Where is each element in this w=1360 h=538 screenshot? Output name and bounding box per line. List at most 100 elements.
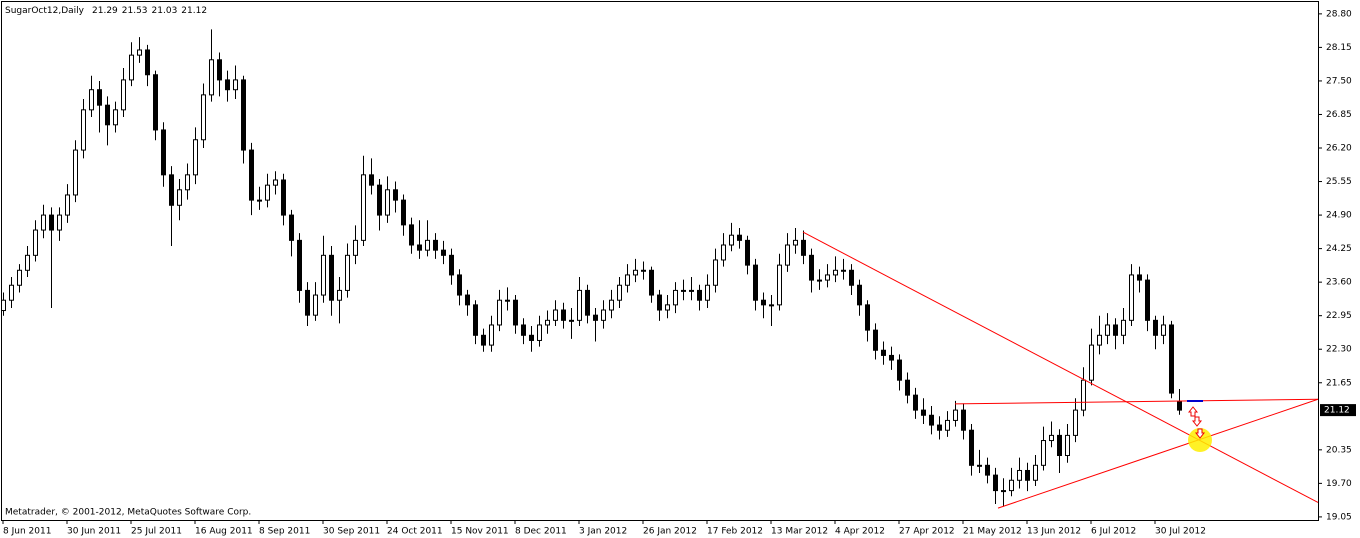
- candle-body: [145, 49, 150, 76]
- candle-body: [177, 189, 182, 206]
- candle-body: [361, 174, 366, 241]
- candle-body: [1105, 324, 1110, 336]
- candle-body: [369, 174, 374, 186]
- y-tick-label: 19.05: [1326, 512, 1352, 522]
- candle-body: [537, 324, 542, 341]
- candle-body: [937, 424, 942, 431]
- candle-body: [73, 149, 78, 196]
- candle-body: [625, 274, 630, 286]
- candle-body: [649, 269, 654, 296]
- candle-body: [1049, 434, 1054, 442]
- candle-body: [809, 254, 814, 281]
- candle-body: [497, 299, 502, 326]
- candle-body: [193, 139, 198, 176]
- x-tick-label: 16 Aug 2011: [195, 527, 253, 537]
- candle-body: [465, 294, 470, 306]
- highlight-circle: [1188, 428, 1212, 452]
- x-tick-label: 21 May 2012: [963, 527, 1022, 537]
- candle-body: [785, 244, 790, 266]
- candle-body: [1121, 319, 1126, 336]
- candle-body: [1161, 324, 1166, 336]
- candle-body: [321, 254, 326, 296]
- candle-body: [697, 289, 702, 301]
- candle-body: [513, 299, 518, 326]
- arrow-down: [1191, 416, 1203, 427]
- candle-body: [705, 284, 710, 301]
- candle-body: [273, 179, 278, 186]
- candle-body: [1, 299, 6, 312]
- candle-body: [281, 179, 286, 216]
- y-tick-label: 23.60: [1326, 278, 1352, 288]
- candle-body: [153, 74, 158, 131]
- y-tick-label: 22.30: [1326, 345, 1352, 355]
- arrow-up: [1187, 406, 1199, 417]
- trendline: [997, 398, 1319, 509]
- candle-body: [473, 304, 478, 336]
- footer: Metatrader, © 2001-2012, MetaQuotes Soft…: [5, 508, 251, 518]
- x-tick-label: 13 Mar 2012: [771, 527, 828, 537]
- y-tick-label: 27.50: [1326, 76, 1352, 86]
- candle-body: [529, 334, 534, 341]
- candle-body: [385, 189, 390, 216]
- candle-body: [1001, 490, 1006, 493]
- high-value: 21.53: [122, 6, 148, 16]
- candle-body: [65, 194, 70, 216]
- candle-body: [129, 54, 134, 81]
- x-tick-label: 25 Jul 2011: [131, 527, 182, 537]
- price-label-box: [1320, 404, 1356, 417]
- x-tick-label: 13 Jun 2012: [1027, 527, 1081, 537]
- candle-body: [745, 239, 750, 266]
- candle-body: [673, 289, 678, 306]
- chart-title: SugarOct12,Daily: [5, 6, 85, 16]
- candle-body: [521, 324, 526, 336]
- candle-body: [905, 379, 910, 396]
- candle-body: [329, 254, 334, 301]
- x-tick-label: 6 Jul 2012: [1091, 527, 1136, 537]
- candle-body: [97, 89, 102, 106]
- x-tick-label: 30 Jun 2011: [67, 527, 121, 537]
- candle-body: [305, 289, 310, 316]
- candle-body: [657, 294, 662, 311]
- x-tick-label: 27 Apr 2012: [899, 527, 955, 537]
- y-tick-label: 26.20: [1326, 144, 1352, 154]
- candle-body: [737, 234, 742, 241]
- candle-body: [185, 174, 190, 191]
- candle-body: [1073, 409, 1078, 436]
- candle-body: [457, 274, 462, 296]
- candle-body: [801, 239, 806, 256]
- candle-body: [81, 109, 86, 151]
- candle-body: [929, 414, 934, 426]
- close-value: 21.12: [181, 6, 207, 16]
- candle-body: [769, 304, 774, 307]
- candle-body: [857, 284, 862, 306]
- candle-body: [793, 239, 798, 246]
- candle-body: [1169, 324, 1174, 394]
- y-tick-label: 28.80: [1326, 9, 1352, 19]
- candle-body: [945, 419, 950, 431]
- candle-body: [1097, 334, 1102, 346]
- candle-body: [833, 269, 838, 276]
- candle-body: [433, 239, 438, 251]
- candle-body: [993, 474, 998, 492]
- candle-body: [713, 259, 718, 286]
- candle-body: [689, 289, 694, 292]
- candle-body: [209, 59, 214, 96]
- candle-body: [505, 299, 510, 302]
- y-tick-label: 26.85: [1326, 110, 1352, 120]
- candle-body: [449, 254, 454, 276]
- candle-body: [721, 244, 726, 261]
- x-tick-label: 30 Jul 2012: [1155, 527, 1206, 537]
- candle-body: [201, 94, 206, 141]
- candle-body: [377, 184, 382, 216]
- candle-body: [489, 324, 494, 346]
- x-tick-label: 8 Jun 2011: [3, 527, 51, 537]
- candle-body: [817, 279, 822, 282]
- candle-body: [233, 79, 238, 91]
- plot-frame: [1, 1, 1319, 521]
- candle-body: [1065, 434, 1070, 457]
- open-value: 21.29: [92, 6, 118, 16]
- candle-body: [953, 409, 958, 421]
- candle-body: [417, 244, 422, 251]
- candle-body: [777, 264, 782, 306]
